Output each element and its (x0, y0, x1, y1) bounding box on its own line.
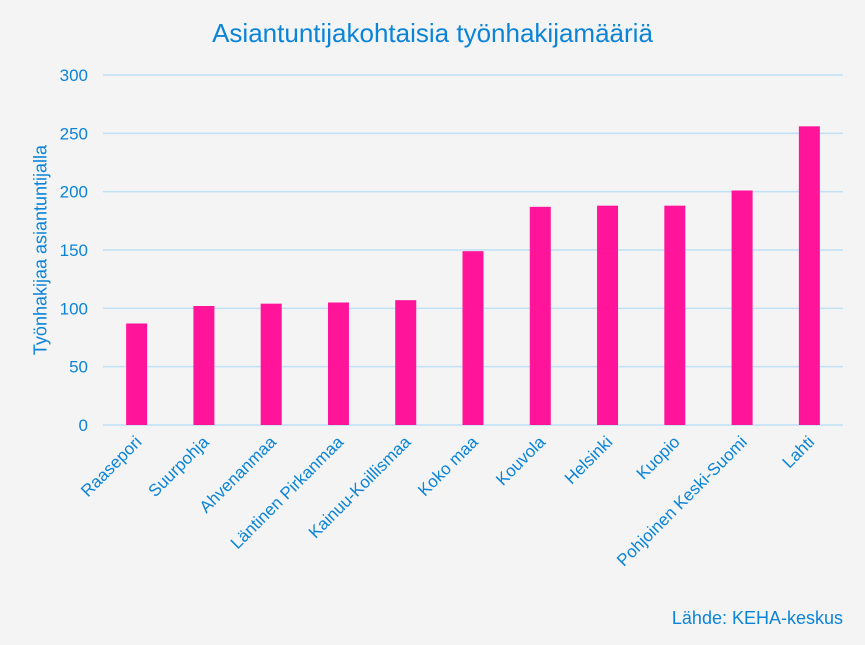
y-tick-label: 250 (60, 124, 88, 143)
bar (597, 205, 619, 425)
x-tick-label: Helsinki (561, 432, 617, 488)
source-note: Lähde: KEHA-keskus (671, 608, 843, 628)
x-tick-label: Koko maa (414, 432, 482, 500)
y-tick-label: 150 (60, 241, 88, 260)
y-tick-label: 200 (60, 183, 88, 202)
x-tick-label: Lahti (779, 432, 819, 472)
bar (327, 302, 349, 425)
x-tick-label: Pohjoinen Keski-Suomi (613, 432, 751, 570)
bar (260, 303, 282, 425)
x-tick-label: Suurpohja (144, 432, 213, 501)
x-tick-label: Läntinen Pirkanmaa (227, 432, 348, 553)
x-tick-label: Raasepori (77, 432, 145, 500)
bar (664, 205, 686, 425)
bar (193, 306, 215, 425)
y-tick-label: 300 (60, 66, 88, 85)
y-tick-label: 0 (79, 416, 88, 435)
x-tick-label: Kuopio (633, 432, 684, 483)
x-tick-label: Kouvola (492, 432, 549, 489)
bar (462, 251, 484, 425)
chart-title: Asiantuntijakohtaisia työnhakijamääriä (212, 18, 653, 48)
bar (731, 190, 753, 425)
bar (395, 300, 417, 425)
bar (126, 323, 148, 425)
y-tick-label: 100 (60, 299, 88, 318)
bar (798, 126, 820, 425)
y-tick-label: 50 (69, 358, 88, 377)
bar (529, 206, 551, 425)
